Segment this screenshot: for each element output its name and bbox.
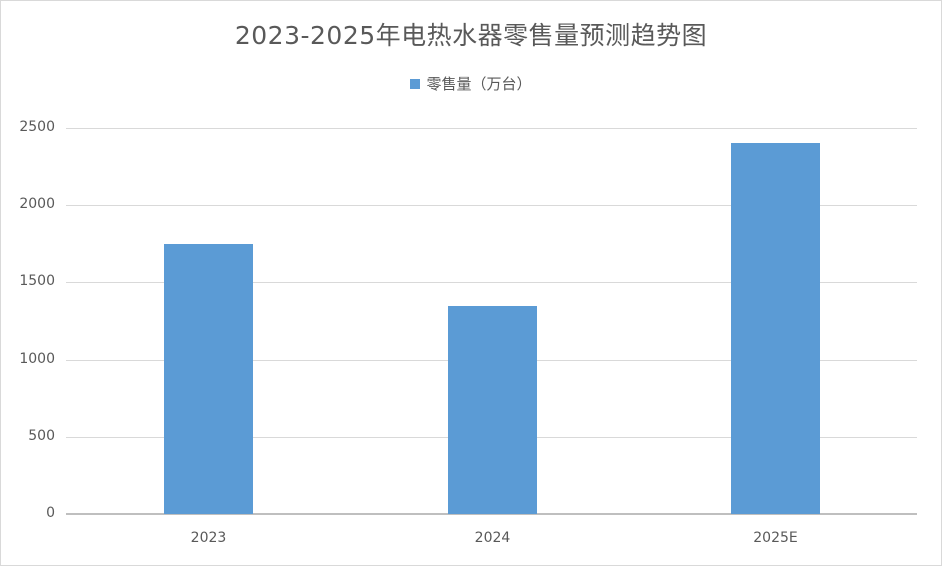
y-tick-label: 1500 bbox=[19, 273, 55, 290]
x-tick-label: 2023 bbox=[190, 530, 227, 546]
y-tick-label: 500 bbox=[28, 427, 55, 444]
bar-2023[interactable] bbox=[164, 243, 253, 514]
legend-swatch bbox=[410, 78, 421, 89]
bar-2024[interactable] bbox=[448, 305, 537, 514]
y-tick-label: 0 bbox=[46, 505, 55, 521]
chart-legend: 零售量（万台） bbox=[0, 73, 942, 94]
gridline bbox=[66, 205, 917, 207]
x-tick-label: 2024 bbox=[474, 530, 511, 546]
gridline bbox=[66, 282, 917, 284]
chart-title: 2023-2025年电热水器零售量预测趋势图 bbox=[234, 21, 708, 50]
gridline bbox=[66, 513, 917, 515]
x-tick-label: 2025E bbox=[753, 530, 798, 546]
legend-label: 零售量（万台） bbox=[426, 75, 532, 93]
gridline bbox=[66, 128, 917, 129]
y-tick-label: 2000 bbox=[19, 196, 55, 213]
y-tick-label: 1000 bbox=[19, 350, 55, 367]
y-tick-label: 2500 bbox=[19, 119, 55, 135]
bar-2025E[interactable] bbox=[731, 143, 820, 514]
